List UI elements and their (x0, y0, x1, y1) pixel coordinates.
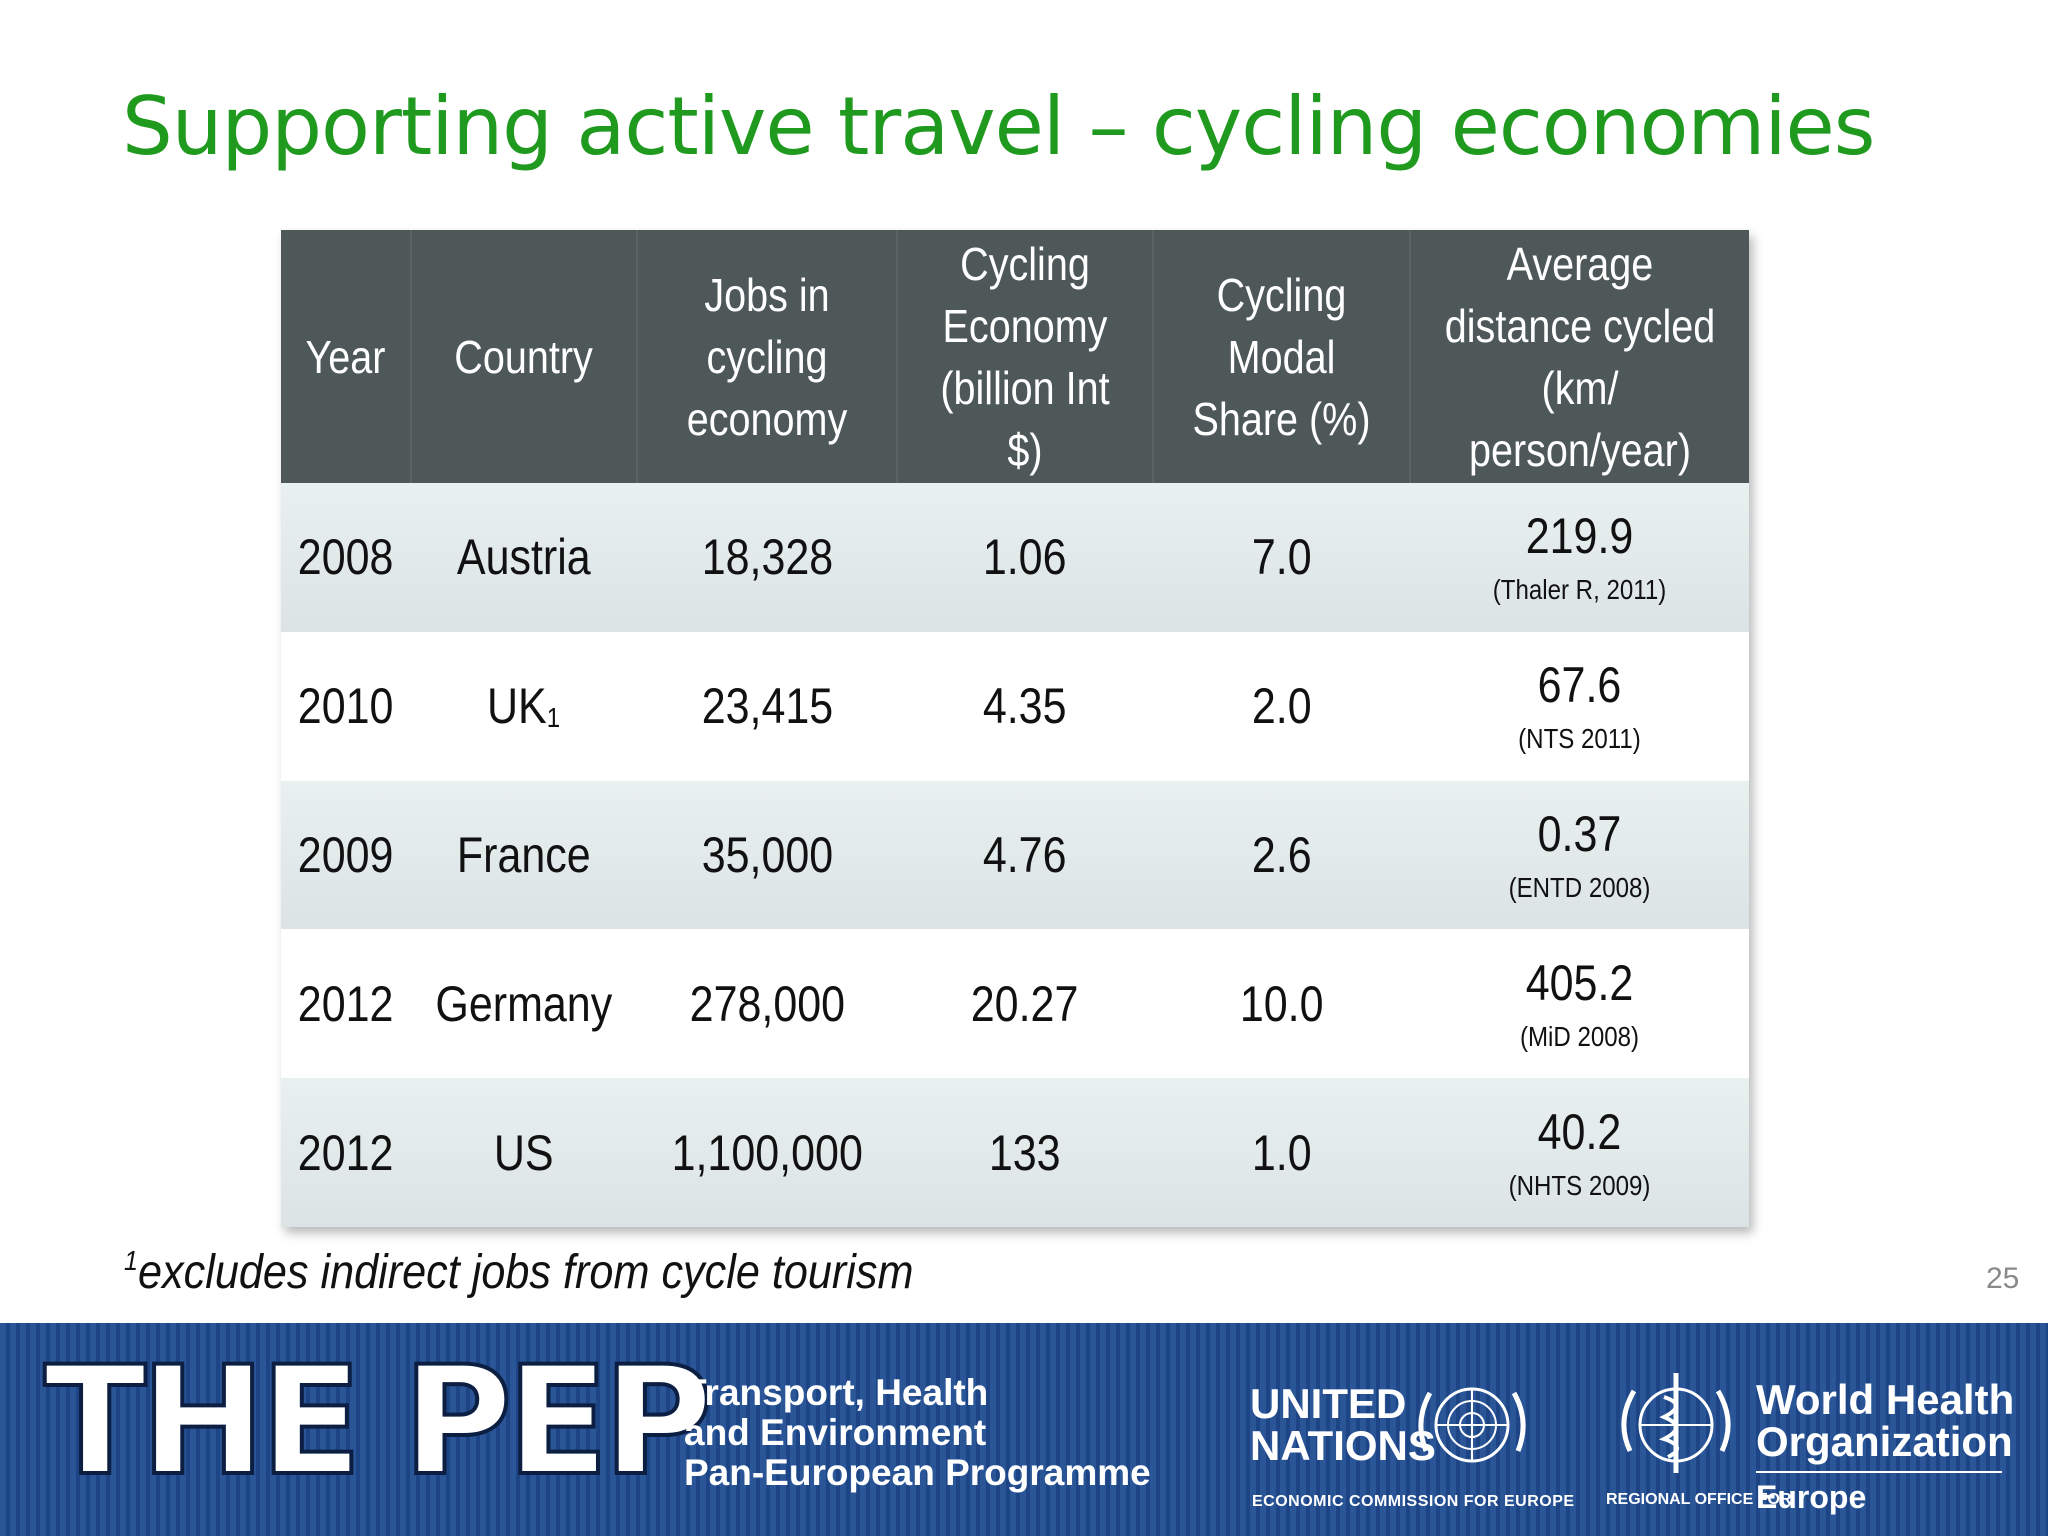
cell-economy: 4.35 (897, 631, 1153, 781)
cell-share: 10.0 (1153, 929, 1410, 1079)
cell-distance: 219.9 (Thaler R, 2011) (1410, 483, 1749, 632)
cell-country: Austria (411, 483, 637, 632)
distance-source: (Thaler R, 2011) (1492, 574, 1667, 606)
distance-source: (MiD 2008) (1519, 1020, 1640, 1052)
cell-country: US (411, 1078, 637, 1227)
cell-jobs: 18,328 (637, 483, 897, 632)
un-name: UNITED NATIONS (1250, 1380, 1436, 1469)
cell-economy: 133 (897, 1078, 1153, 1227)
un-emblem-icon (1418, 1387, 1526, 1463)
slide-title: Supporting active travel – cycling econo… (122, 80, 1875, 173)
table-header-row: Year Country Jobs in cycling economy Cyc… (281, 230, 1749, 483)
page-number: 25 (1986, 1262, 2020, 1295)
table-row: 2012 US 1,100,000 133 1.0 40.2 (NHTS 200… (281, 1078, 1749, 1227)
table-row: 2010 UK1 23,415 4.35 2.0 67.6 (NTS 2011) (281, 631, 1749, 781)
cell-economy: 1.06 (897, 483, 1153, 632)
distance-source: (NTS 2011) (1518, 723, 1641, 755)
cell-share: 1.0 (1153, 1078, 1410, 1227)
cell-year: 2009 (281, 780, 411, 930)
pep-subtitle: Transport, Health and Environment Pan-Eu… (684, 1372, 1151, 1493)
who-name: World Health Organization (1756, 1376, 2015, 1465)
cell-country: Germany (411, 929, 637, 1079)
who-region: Europe (1756, 1479, 1867, 1515)
footnote-marker: 1 (547, 702, 561, 734)
header-modal-share: Cycling Modal Share (%) (1153, 230, 1411, 483)
cell-year: 2008 (281, 483, 411, 632)
cell-economy: 4.76 (897, 780, 1153, 930)
cell-jobs: 35,000 (637, 780, 897, 930)
cell-jobs: 1,100,000 (637, 1078, 897, 1227)
cycling-economy-table: Year Country Jobs in cycling economy Cyc… (281, 230, 1749, 1227)
table-row: 2009 France 35,000 4.76 2.6 0.37 (ENTD 2… (281, 780, 1749, 930)
table-row: 2008 Austria 18,328 1.06 7.0 219.9 (Thal… (281, 483, 1749, 632)
who-subtitle: REGIONAL OFFICE FOR (1606, 1491, 1792, 1508)
cell-year: 2010 (281, 631, 411, 781)
header-economy: Cycling Economy (billion Int $) (897, 230, 1154, 483)
table-row: 2012 Germany 278,000 20.27 10.0 405.2 (M… (281, 929, 1749, 1079)
footnote: 1excludes indirect jobs from cycle touri… (124, 1245, 914, 1299)
cell-country: France (411, 780, 637, 930)
cell-share: 2.0 (1153, 631, 1410, 781)
header-year: Year (281, 230, 412, 483)
header-country: Country (411, 230, 638, 483)
cell-country: UK1 (411, 631, 637, 781)
cell-distance: 405.2 (MiD 2008) (1410, 929, 1749, 1079)
distance-source: (ENTD 2008) (1508, 871, 1651, 903)
cell-year: 2012 (281, 929, 411, 1079)
cell-distance: 40.2 (NHTS 2009) (1410, 1078, 1749, 1227)
header-avg-distance: Average distance cycled (km/ person/year… (1410, 230, 1749, 483)
pep-logo: THE PEP (42, 1335, 715, 1509)
footer-banner: THE PEP Transport, Health and Environmen… (0, 1323, 2048, 1536)
distance-source: (NHTS 2009) (1508, 1169, 1651, 1201)
footnote-marker: 1 (124, 1245, 139, 1276)
cell-share: 2.6 (1153, 780, 1410, 930)
cell-distance: 0.37 (ENTD 2008) (1410, 780, 1749, 930)
cell-jobs: 23,415 (637, 631, 897, 781)
who-divider (1756, 1471, 2002, 1473)
cell-jobs: 278,000 (637, 929, 897, 1079)
cell-year: 2012 (281, 1078, 411, 1227)
cell-economy: 20.27 (897, 929, 1153, 1079)
who-emblem-icon (1621, 1373, 1731, 1473)
cell-distance: 67.6 (NTS 2011) (1410, 631, 1749, 781)
cell-share: 7.0 (1153, 483, 1410, 632)
un-subtitle: ECONOMIC COMMISSION FOR EUROPE (1252, 1493, 1575, 1510)
header-jobs: Jobs in cycling economy (637, 230, 898, 483)
